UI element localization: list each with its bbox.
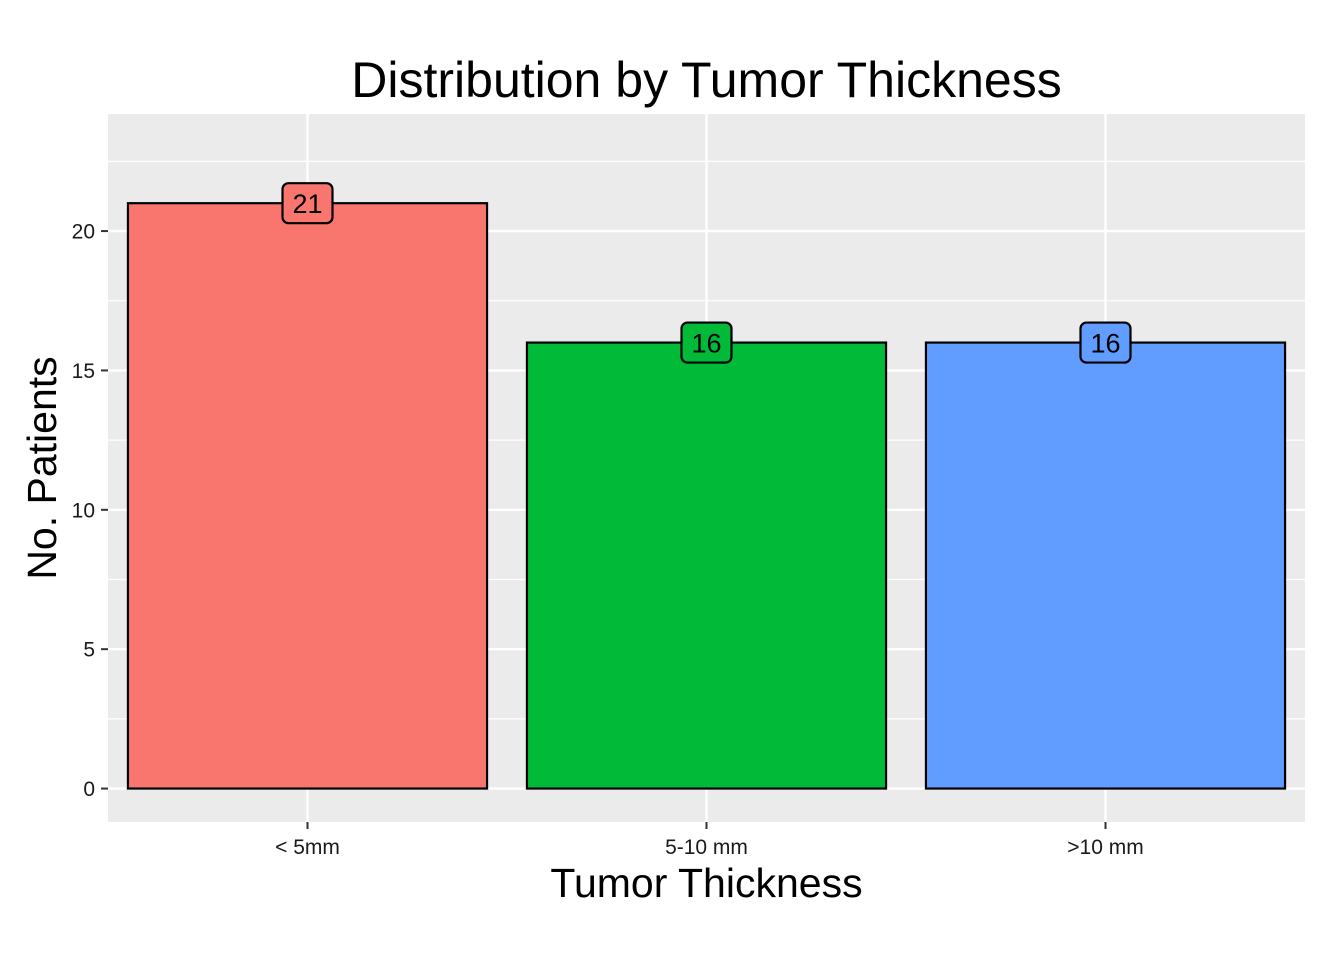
data-label-box: [680, 321, 733, 364]
y-tick-label: 10: [72, 499, 95, 522]
data-label-text: 21: [292, 189, 322, 219]
data-label-box: [1079, 321, 1132, 364]
data-label-3: 16: [1079, 321, 1132, 364]
bar-1: [126, 202, 489, 790]
chart-title: Distribution by Tumor Thickness: [351, 52, 1061, 108]
x-tick-label: 5-10 mm: [665, 836, 748, 859]
bar-3: [924, 341, 1287, 790]
data-label-text: 16: [691, 329, 721, 359]
y-tick-label: 20: [72, 221, 95, 244]
data-label-1: 21: [281, 182, 334, 225]
data-labels: 21 16 16: [281, 182, 1132, 364]
data-label-text: 16: [1090, 329, 1120, 359]
y-axis: 0 5 10 15 20: [72, 221, 108, 801]
data-label-2: 16: [680, 321, 733, 364]
x-tick-label: >10 mm: [1067, 836, 1143, 859]
data-label-box: [281, 182, 334, 225]
bar-2: [525, 341, 888, 790]
y-axis-title: No. Patients: [19, 356, 65, 579]
y-tick-label: 5: [83, 639, 95, 662]
x-axis: < 5mm 5-10 mm >10 mm: [275, 822, 1144, 859]
x-axis-title: Tumor Thickness: [550, 860, 862, 906]
y-tick-label: 0: [83, 778, 95, 801]
x-tick-label: < 5mm: [275, 836, 340, 859]
y-tick-label: 15: [72, 360, 95, 383]
